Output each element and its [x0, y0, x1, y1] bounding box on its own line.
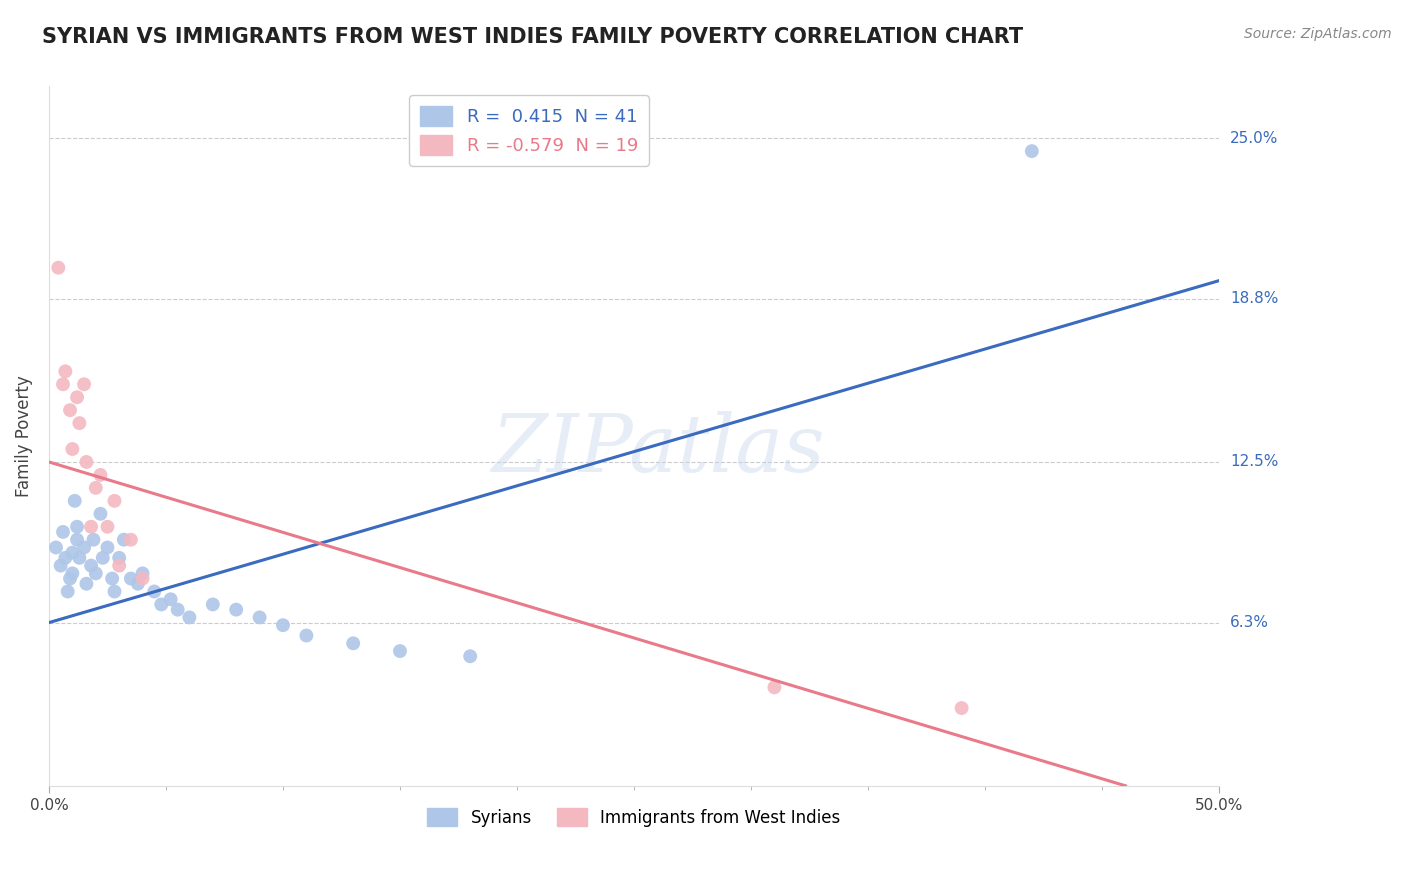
Point [60, 566, 83, 581]
Point [159, 592, 181, 607]
Text: SYRIAN VS IMMIGRANTS FROM WEST INDIES FAMILY POVERTY CORRELATION CHART: SYRIAN VS IMMIGRANTS FROM WEST INDIES FA… [42, 27, 1024, 46]
Text: Source: ZipAtlas.com: Source: ZipAtlas.com [1244, 27, 1392, 41]
Point [53, 550, 76, 565]
Point [59, 572, 82, 586]
Point [127, 576, 149, 591]
Point [52, 377, 75, 392]
Point [150, 598, 173, 612]
Point [45, 541, 67, 555]
Point [66, 390, 89, 404]
Point [96, 520, 118, 534]
Point [52, 524, 75, 539]
Point [89, 467, 111, 482]
Point [63, 493, 86, 508]
Point [75, 455, 97, 469]
Point [66, 533, 89, 547]
Point [73, 541, 96, 555]
Point [66, 520, 89, 534]
Point [80, 558, 103, 573]
Point [56, 584, 79, 599]
Point [103, 493, 125, 508]
Point [950, 701, 973, 715]
Text: ZIPatlas: ZIPatlas [491, 411, 824, 489]
Point [49, 558, 72, 573]
Point [342, 636, 364, 650]
Point [67, 550, 90, 565]
Text: 12.5%: 12.5% [1230, 455, 1278, 469]
Point [84, 481, 107, 495]
Point [96, 541, 118, 555]
Point [103, 584, 125, 599]
Y-axis label: Family Poverty: Family Poverty [15, 376, 32, 497]
Point [249, 610, 271, 624]
Point [225, 602, 247, 616]
Point [53, 364, 76, 378]
Point [108, 550, 131, 565]
Point [46, 260, 69, 275]
Point [143, 584, 166, 599]
Text: 25.0%: 25.0% [1230, 130, 1278, 145]
Point [75, 576, 97, 591]
Point [458, 649, 481, 664]
Point [59, 403, 82, 417]
Point [73, 377, 96, 392]
Point [131, 572, 153, 586]
Point [60, 546, 83, 560]
Point [179, 610, 201, 624]
Point [101, 572, 124, 586]
Point [89, 507, 111, 521]
Point [84, 566, 107, 581]
Point [112, 533, 135, 547]
Point [763, 681, 786, 695]
Point [108, 558, 131, 573]
Point [67, 416, 90, 430]
Point [388, 644, 411, 658]
Point [201, 598, 224, 612]
Point [166, 602, 188, 616]
Legend: Syrians, Immigrants from West Indies: Syrians, Immigrants from West Indies [420, 801, 848, 833]
Point [82, 533, 104, 547]
Point [60, 442, 83, 456]
Point [91, 550, 114, 565]
Point [295, 628, 318, 642]
Point [120, 533, 142, 547]
Point [1021, 144, 1043, 158]
Point [80, 520, 103, 534]
Point [120, 572, 142, 586]
Text: 6.3%: 6.3% [1230, 615, 1270, 630]
Point [131, 566, 153, 581]
Point [271, 618, 294, 632]
Text: 18.8%: 18.8% [1230, 292, 1278, 306]
